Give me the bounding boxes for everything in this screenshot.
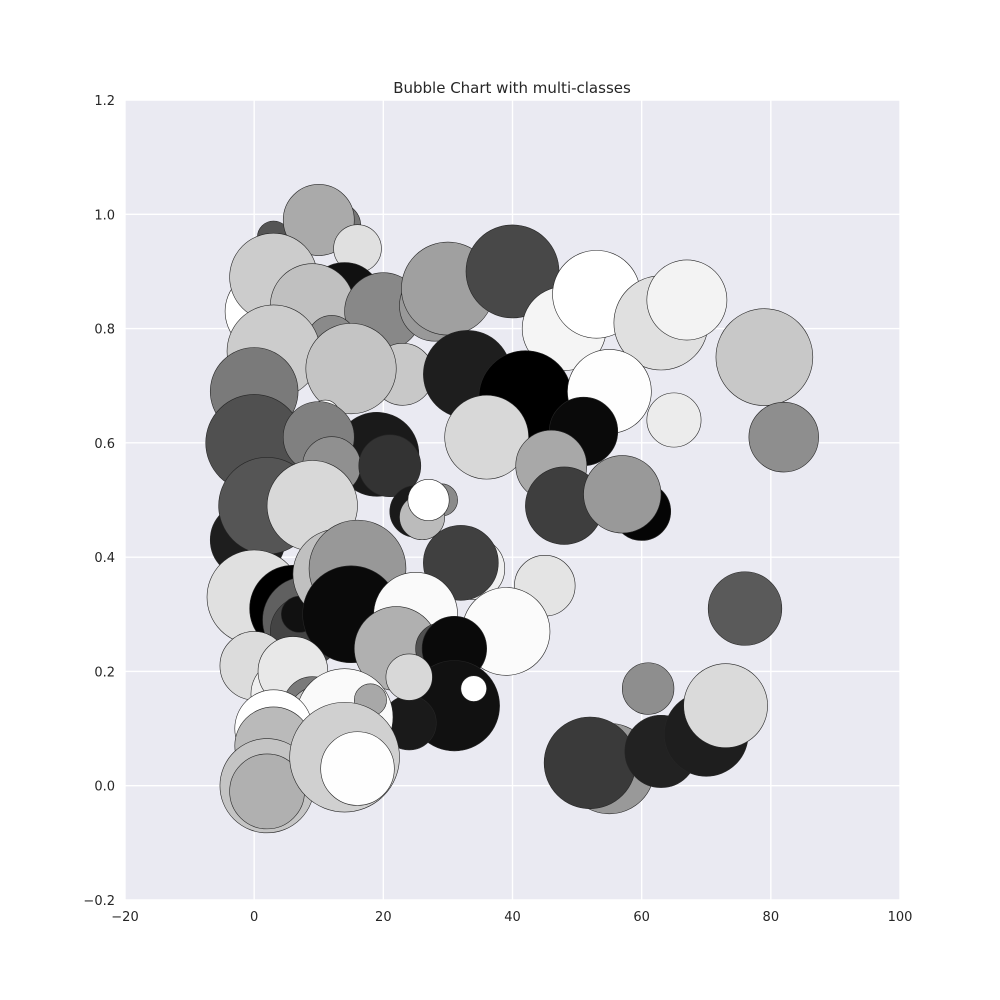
chart-title: Bubble Chart with multi-classes bbox=[393, 79, 631, 97]
bubble-point bbox=[621, 662, 675, 715]
y-tick-label: 1.2 bbox=[94, 94, 115, 109]
y-tick-label: 0.6 bbox=[94, 437, 115, 452]
bubble-point bbox=[444, 394, 529, 480]
bubble-point bbox=[707, 571, 783, 646]
bubble-point bbox=[683, 663, 768, 748]
x-tick-label: 80 bbox=[763, 910, 780, 925]
bubble-point bbox=[715, 308, 814, 406]
bubble-point bbox=[358, 434, 422, 498]
bubble-point bbox=[320, 731, 395, 806]
bubble-point bbox=[646, 259, 728, 341]
bubble-point bbox=[583, 455, 662, 534]
y-tick-label: 0.4 bbox=[94, 551, 115, 566]
y-tick-label: 0.0 bbox=[94, 780, 115, 795]
y-tick-label: 0.8 bbox=[94, 323, 115, 338]
bubble-point bbox=[305, 323, 397, 415]
x-tick-label: −20 bbox=[111, 910, 138, 925]
y-axis-ticks: −0.2 0.0 0.2 0.4 0.6 0.8 1.0 1.2 bbox=[83, 94, 115, 909]
y-tick-label: −0.2 bbox=[83, 894, 115, 909]
x-tick-label: 40 bbox=[504, 910, 521, 925]
bubble-point bbox=[407, 479, 450, 521]
y-tick-label: 1.0 bbox=[94, 208, 115, 223]
bubble-point bbox=[385, 653, 433, 701]
x-tick-label: 100 bbox=[888, 910, 913, 925]
bubble-point bbox=[748, 401, 819, 473]
bubble-point bbox=[543, 716, 637, 810]
x-tick-label: 20 bbox=[375, 910, 392, 925]
bubble-point bbox=[460, 675, 487, 702]
x-tick-label: 0 bbox=[250, 910, 258, 925]
bubble-point bbox=[646, 392, 702, 448]
x-tick-label: 60 bbox=[633, 910, 650, 925]
bubble-series bbox=[205, 184, 819, 834]
x-axis-ticks: −20 0 20 40 60 80 100 bbox=[111, 910, 912, 925]
y-tick-label: 0.2 bbox=[94, 665, 115, 680]
